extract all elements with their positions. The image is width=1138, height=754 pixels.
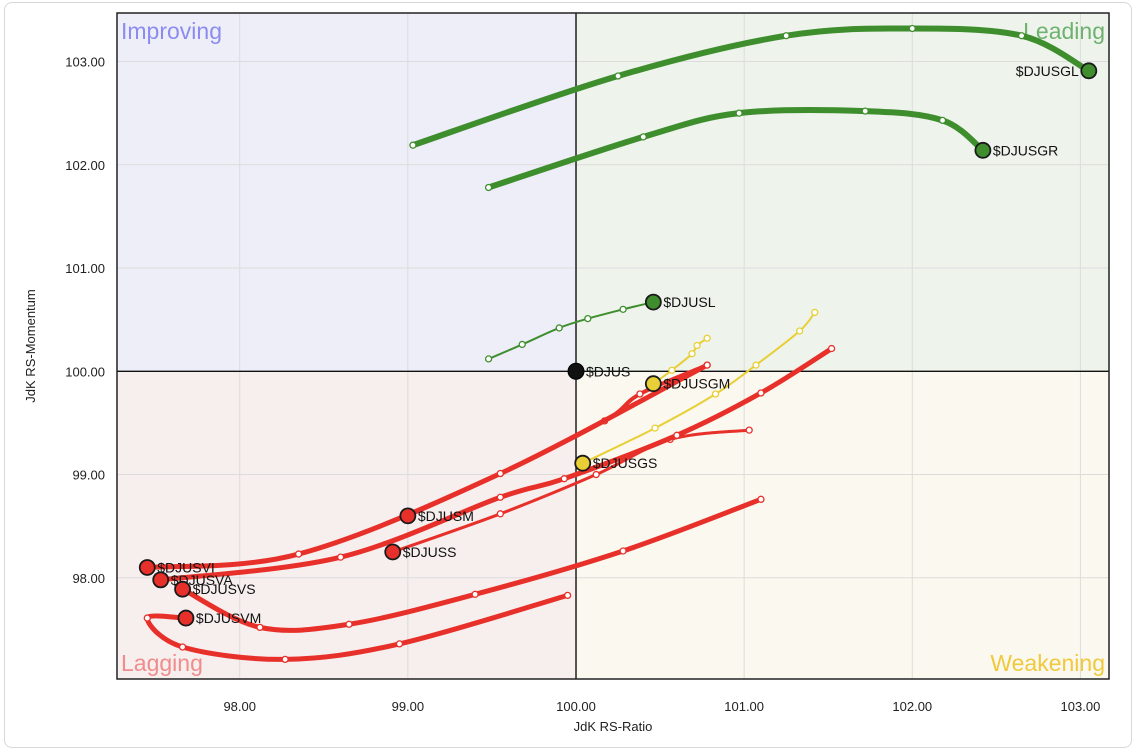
quadrant-leading-bg (576, 13, 1109, 372)
tail-point-djusgl (409, 141, 417, 149)
tail-djusvi (144, 362, 710, 570)
tail-point-djusm (636, 390, 644, 398)
tail-point-djusvs (757, 495, 765, 503)
head-djuss (384, 543, 402, 561)
x-tick-label: 101.00 (724, 699, 764, 714)
label-djusvi: $DJUSVI (157, 559, 215, 575)
head-djusm (399, 507, 417, 525)
tail-point-djusgr (735, 109, 743, 117)
tail-point-djusgs (752, 361, 760, 369)
rrg-chart: 98.00 99.00 100.00 101.00 102.00 103.00 98.00 9… (23, 12, 1110, 734)
head-djusgr (974, 141, 992, 159)
head-djusgm (644, 375, 662, 393)
tail-point-djuss (592, 470, 600, 479)
x-axis-title: JdK RS-Ratio (574, 719, 653, 734)
tail-point-djusl (484, 355, 493, 363)
tail-point-djuss (496, 510, 504, 518)
tail-point-djusva (757, 389, 765, 397)
tail-point-djusgl (1017, 32, 1026, 40)
label-djusm: $DJUSM (418, 508, 474, 524)
tail-point-djusl (619, 305, 627, 313)
tail-point-djusva (827, 344, 836, 353)
head-djusgl (1080, 62, 1098, 80)
head-djusva (152, 571, 170, 589)
x-tick-label: 100.00 (556, 699, 596, 714)
tail-point-djusgr (639, 133, 647, 141)
x-tick-label: 98.00 (223, 699, 256, 714)
benchmark-label: $DJUS (586, 363, 630, 379)
head-djusl (644, 293, 662, 311)
head-djusvi (138, 559, 156, 576)
y-tick-label: 99.00 (72, 468, 105, 483)
label-djusgm: $DJUSGM (663, 376, 730, 392)
tail-djuss (391, 428, 751, 554)
y-tick-label: 101.00 (65, 261, 105, 276)
chart-frame: 98.00 99.00 100.00 101.00 102.00 103.00 98.00 9… (4, 2, 1132, 748)
quadrant-label-improving: Improving (121, 18, 222, 44)
tail-point-djusva (336, 553, 345, 561)
label-djusvs: $DJUSVS (193, 581, 256, 597)
tail-point-djusvs (619, 547, 627, 555)
tail-point-djusgm (668, 366, 676, 374)
tail-point-djuss (745, 426, 753, 434)
label-djusgl: $DJUSGL (1016, 63, 1079, 79)
tail-point-djusl (584, 314, 592, 323)
tail-point-djusgs (795, 327, 804, 335)
quadrant-weakening-bg (576, 371, 1109, 679)
label-djuss: $DJUSS (403, 544, 457, 560)
tail-point-djusvi (703, 361, 711, 369)
quadrant-label-weakening: Weakening (990, 650, 1105, 676)
y-tick-label: 98.00 (72, 571, 105, 586)
benchmark-point (567, 362, 585, 380)
tail-point-djusgr (861, 107, 869, 115)
tail-point-djusva (496, 493, 504, 501)
head-djusvm (177, 609, 195, 627)
tail-point-djusl (518, 340, 526, 349)
tail-point-djusgm (703, 334, 711, 342)
y-tick-label: 103.00 (65, 55, 105, 70)
tail-point-djusgs (651, 424, 659, 432)
tail-point-djusva (673, 431, 681, 439)
quadrant-lagging-bg (117, 371, 577, 679)
head-djusvs (174, 580, 191, 598)
x-tick-label: 103.00 (1061, 699, 1101, 714)
tail-point-djusva (560, 475, 568, 483)
y-tick-label: 100.00 (65, 364, 105, 379)
tail-point-djusvs (345, 620, 353, 628)
tail-point-djusgl (908, 24, 916, 33)
tail-point-djusgr (484, 183, 493, 192)
tail-point-djusgm (688, 350, 696, 358)
tail-point-djusgl (614, 72, 622, 80)
x-tick-label: 102.00 (892, 699, 932, 714)
plot-border (116, 12, 1110, 680)
tail-point-djusgl (782, 32, 790, 40)
head-djusgs (574, 454, 592, 472)
quadrant-improving-bg (117, 13, 577, 372)
tail-point-djusvm (143, 614, 151, 622)
y-axis-title: JdK RS-Momentum (23, 289, 38, 402)
label-djusl: $DJUSL (663, 294, 715, 310)
tail-point-djusvm (563, 591, 572, 600)
tail-point-djusvi (496, 469, 504, 478)
tail-point-djusl (555, 324, 563, 332)
tail-point-djusgr (938, 116, 947, 125)
tail-point-djusvm (395, 640, 404, 648)
tail-point-djusvm (178, 643, 187, 651)
x-tick-label: 99.00 (392, 699, 425, 714)
tail-point-djusvm (281, 655, 289, 664)
tail-point-djusvs (256, 623, 264, 632)
y-tick-label: 102.00 (65, 158, 105, 173)
tail-point-djusvs (471, 590, 479, 598)
label-djusvm: $DJUSVM (196, 610, 261, 626)
quadrant-label-lagging: Lagging (121, 650, 203, 676)
tail-point-djusgs (711, 390, 720, 398)
tail-point-djusgs (811, 308, 819, 317)
tail-point-djusgm (693, 341, 701, 350)
label-djusgr: $DJUSGR (993, 142, 1058, 158)
label-djusgs: $DJUSGS (593, 455, 658, 471)
tail-point-djusvi (294, 550, 303, 558)
